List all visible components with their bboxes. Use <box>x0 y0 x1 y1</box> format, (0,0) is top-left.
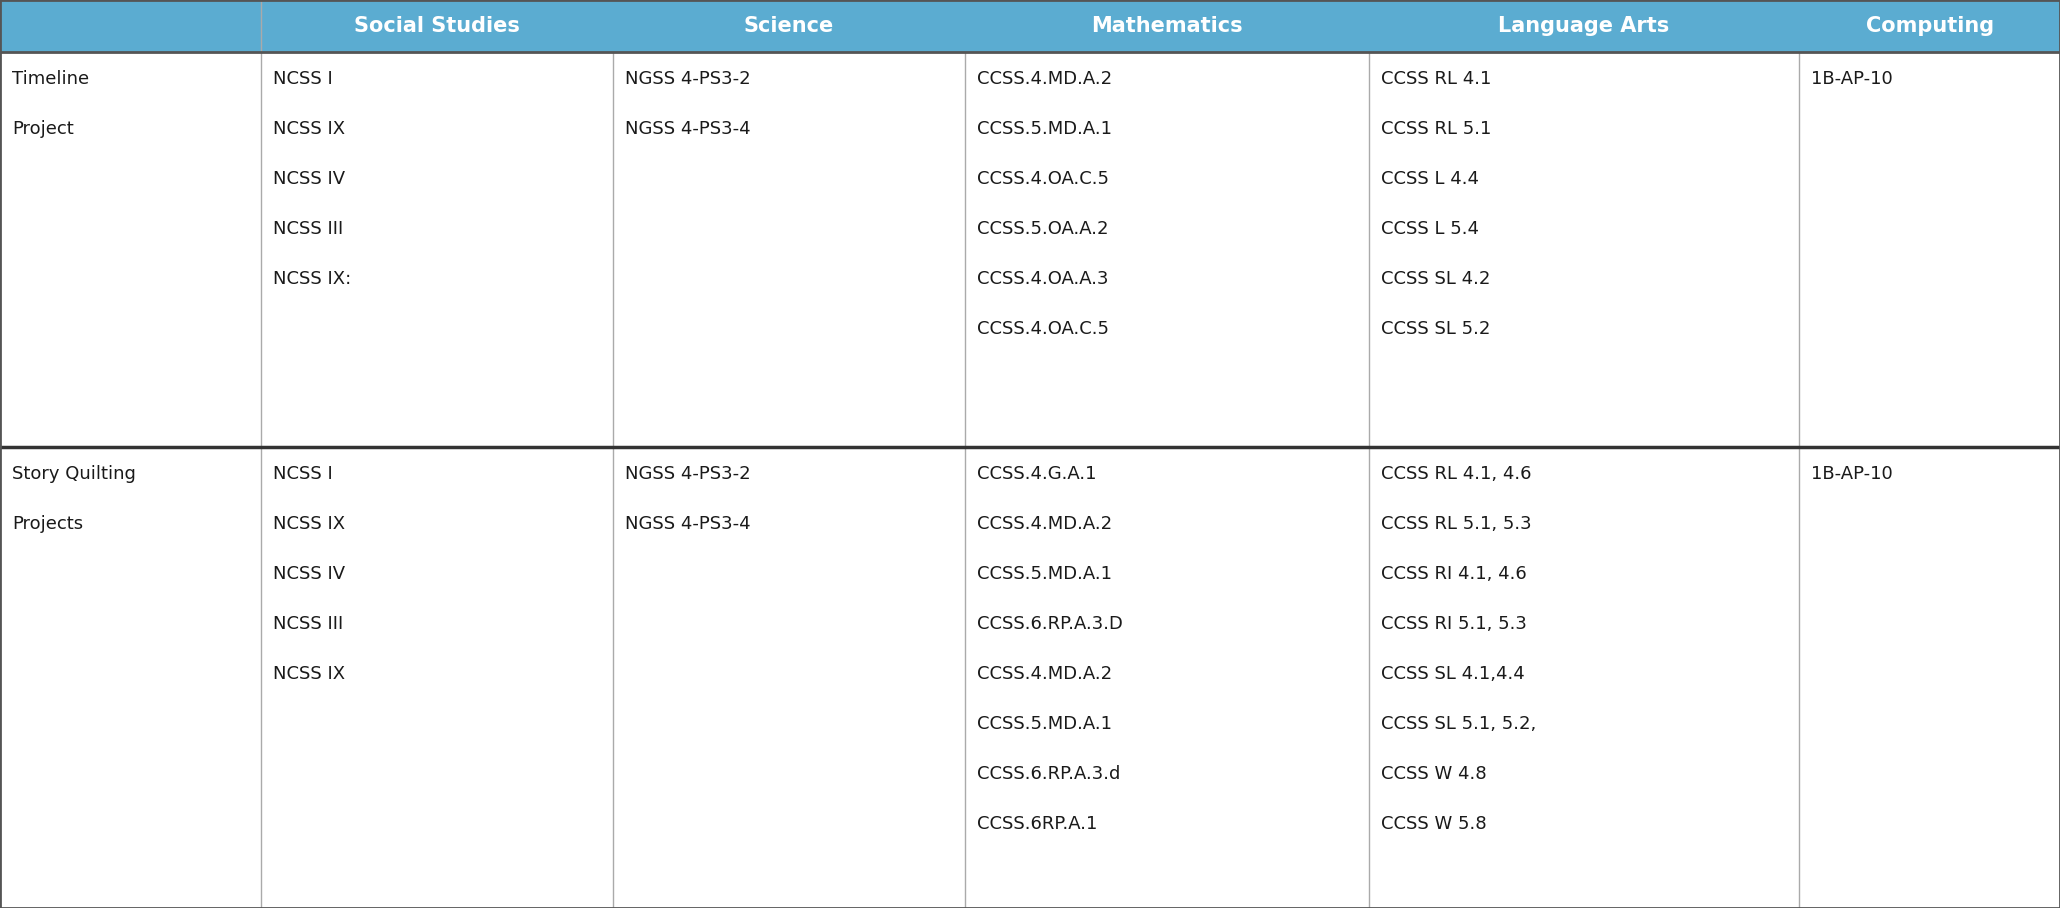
Text: NCSS I: NCSS I <box>272 466 332 483</box>
Text: CCSS SL 4.1,4.4: CCSS SL 4.1,4.4 <box>1380 666 1524 684</box>
Text: CCSS.4.OA.A.3: CCSS.4.OA.A.3 <box>976 270 1108 288</box>
Text: CCSS.5.MD.A.1: CCSS.5.MD.A.1 <box>976 120 1112 138</box>
Text: Language Arts: Language Arts <box>1498 16 1671 36</box>
Text: CCSS RI 5.1, 5.3: CCSS RI 5.1, 5.3 <box>1380 616 1526 634</box>
Text: CCSS SL 5.2: CCSS SL 5.2 <box>1380 320 1489 338</box>
Bar <box>0 0 2060 52</box>
Text: CCSS.4.OA.C.5: CCSS.4.OA.C.5 <box>976 320 1108 338</box>
Text: CCSS RL 5.1: CCSS RL 5.1 <box>1380 120 1491 138</box>
Text: Story Quilting: Story Quilting <box>12 466 136 483</box>
Text: CCSS W 4.8: CCSS W 4.8 <box>1380 765 1487 784</box>
Text: 1B-AP-10: 1B-AP-10 <box>1811 70 1893 88</box>
Text: NCSS IX: NCSS IX <box>272 666 344 684</box>
Text: NCSS IV: NCSS IV <box>272 566 344 584</box>
Text: CCSS.6.RP.A.3.D: CCSS.6.RP.A.3.D <box>976 616 1123 634</box>
Text: NCSS IX: NCSS IX <box>272 120 344 138</box>
Text: Projects: Projects <box>12 516 82 534</box>
Text: NGSS 4-PS3-2: NGSS 4-PS3-2 <box>624 70 750 88</box>
Text: NGSS 4-PS3-4: NGSS 4-PS3-4 <box>624 120 750 138</box>
Text: NCSS III: NCSS III <box>272 220 344 238</box>
Text: Computing: Computing <box>1866 16 1994 36</box>
Text: CCSS.6RP.A.1: CCSS.6RP.A.1 <box>976 815 1098 834</box>
Text: NCSS I: NCSS I <box>272 70 332 88</box>
Text: NCSS III: NCSS III <box>272 616 344 634</box>
Text: Timeline: Timeline <box>12 70 89 88</box>
Text: NGSS 4-PS3-2: NGSS 4-PS3-2 <box>624 466 750 483</box>
Text: Mathematics: Mathematics <box>1092 16 1242 36</box>
Text: CCSS L 4.4: CCSS L 4.4 <box>1380 170 1479 188</box>
Bar <box>0 448 2060 908</box>
Text: CCSS RL 5.1, 5.3: CCSS RL 5.1, 5.3 <box>1380 516 1533 534</box>
Text: Science: Science <box>744 16 834 36</box>
Text: CCSS RI 4.1, 4.6: CCSS RI 4.1, 4.6 <box>1380 566 1526 584</box>
Text: CCSS.5.OA.A.2: CCSS.5.OA.A.2 <box>976 220 1108 238</box>
Text: Social Studies: Social Studies <box>354 16 519 36</box>
Text: CCSS.4.MD.A.2: CCSS.4.MD.A.2 <box>976 666 1112 684</box>
Text: NCSS IX: NCSS IX <box>272 516 344 534</box>
Text: CCSS RL 4.1: CCSS RL 4.1 <box>1380 70 1491 88</box>
Text: CCSS W 5.8: CCSS W 5.8 <box>1380 815 1487 834</box>
Text: NGSS 4-PS3-4: NGSS 4-PS3-4 <box>624 516 750 534</box>
Text: CCSS.5.MD.A.1: CCSS.5.MD.A.1 <box>976 716 1112 734</box>
Text: CCSS.4.OA.C.5: CCSS.4.OA.C.5 <box>976 170 1108 188</box>
Text: CCSS L 5.4: CCSS L 5.4 <box>1380 220 1479 238</box>
Text: 1B-AP-10: 1B-AP-10 <box>1811 466 1893 483</box>
Text: CCSS SL 5.1, 5.2,: CCSS SL 5.1, 5.2, <box>1380 716 1537 734</box>
Bar <box>0 52 2060 448</box>
Text: NCSS IV: NCSS IV <box>272 170 344 188</box>
Text: CCSS SL 4.2: CCSS SL 4.2 <box>1380 270 1489 288</box>
Text: CCSS.4.MD.A.2: CCSS.4.MD.A.2 <box>976 70 1112 88</box>
Text: CCSS RL 4.1, 4.6: CCSS RL 4.1, 4.6 <box>1380 466 1531 483</box>
Text: Project: Project <box>12 120 74 138</box>
Text: NCSS IX:: NCSS IX: <box>272 270 350 288</box>
Text: CCSS.4.G.A.1: CCSS.4.G.A.1 <box>976 466 1096 483</box>
Text: CCSS.4.MD.A.2: CCSS.4.MD.A.2 <box>976 516 1112 534</box>
Text: CCSS.5.MD.A.1: CCSS.5.MD.A.1 <box>976 566 1112 584</box>
Text: CCSS.6.RP.A.3.d: CCSS.6.RP.A.3.d <box>976 765 1121 784</box>
